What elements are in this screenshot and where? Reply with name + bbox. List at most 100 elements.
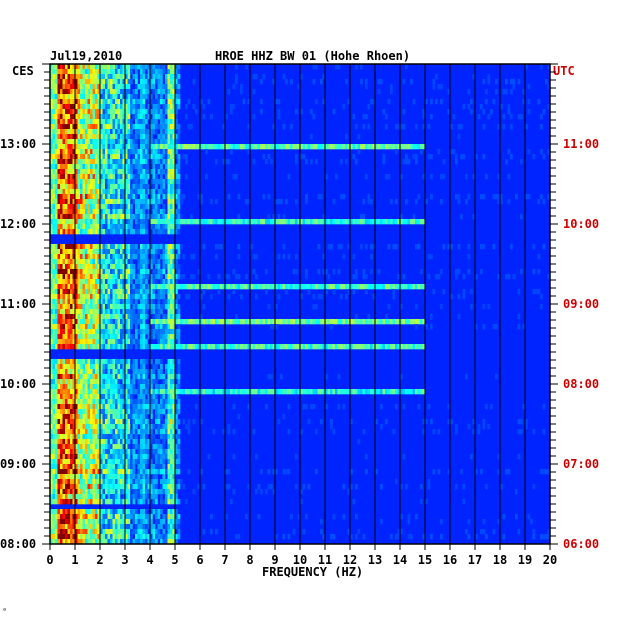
heatmap-cell <box>402 159 406 165</box>
heatmap-cell <box>130 259 133 265</box>
heatmap-cell <box>147 334 151 340</box>
heatmap-cell <box>142 79 146 85</box>
heatmap-cell <box>177 284 181 290</box>
heatmap-cell <box>125 189 128 195</box>
heatmap-cell <box>55 189 58 195</box>
heatmap-cell <box>167 69 171 75</box>
heatmap-cell <box>107 114 111 120</box>
heatmap-cell <box>115 179 118 185</box>
heatmap-cell <box>90 424 93 430</box>
heatmap-cell <box>305 159 308 165</box>
heatmap-cell <box>517 324 521 330</box>
heatmap-cell <box>70 109 73 115</box>
heatmap-cell <box>67 289 71 295</box>
heatmap-cell <box>127 264 131 270</box>
heatmap-cell <box>132 374 136 380</box>
heatmap-cell <box>315 219 318 225</box>
heatmap-cell <box>142 134 146 140</box>
heatmap-cell <box>290 144 293 150</box>
heatmap-cell <box>50 144 53 150</box>
heatmap-cell <box>127 79 131 85</box>
heatmap-cell <box>100 219 103 225</box>
heatmap-cell <box>367 344 371 350</box>
heatmap-cell <box>172 259 176 265</box>
heatmap-cell <box>117 204 121 210</box>
heatmap-cell <box>147 244 151 250</box>
heatmap-cell <box>140 439 143 445</box>
heatmap-cell <box>382 389 386 395</box>
heatmap-cell <box>177 384 181 390</box>
heatmap-cell <box>147 79 151 85</box>
heatmap-cell <box>320 294 323 300</box>
heatmap-cell <box>177 454 181 460</box>
heatmap-cell <box>52 399 56 405</box>
heatmap-cell <box>322 219 326 225</box>
heatmap-cell <box>127 174 131 180</box>
heatmap-cell <box>395 149 398 155</box>
heatmap-cell <box>52 109 56 115</box>
heatmap-cell <box>112 84 116 90</box>
heatmap-cell <box>412 319 416 325</box>
heatmap-cell <box>57 189 61 195</box>
heatmap-cell <box>135 439 138 445</box>
heatmap-cell <box>167 209 171 215</box>
heatmap-cell <box>130 434 133 440</box>
heatmap-cell <box>120 279 123 285</box>
heatmap-cell <box>67 369 71 375</box>
heatmap-cell <box>115 199 118 205</box>
heatmap-cell <box>135 414 138 420</box>
heatmap-cell <box>155 414 158 420</box>
heatmap-cell <box>147 409 151 415</box>
heatmap-cell <box>67 99 71 105</box>
heatmap-cell <box>125 124 128 130</box>
heatmap-cell <box>182 219 186 225</box>
heatmap-cell <box>150 199 153 205</box>
heatmap-cell <box>322 344 326 350</box>
heatmap-cell <box>507 149 511 155</box>
heatmap-cell <box>130 164 133 170</box>
heatmap-cell <box>295 219 298 225</box>
heatmap-cell <box>100 149 103 155</box>
heatmap-cell <box>57 209 61 215</box>
heatmap-cell <box>105 129 108 135</box>
heatmap-cell <box>135 284 138 290</box>
heatmap-cell <box>172 454 176 460</box>
heatmap-cell <box>100 139 103 145</box>
heatmap-cell <box>127 199 131 205</box>
heatmap-cell <box>115 389 118 395</box>
heatmap-cell <box>127 309 131 315</box>
heatmap-cell <box>112 124 116 130</box>
heatmap-cell <box>62 209 66 215</box>
heatmap-cell <box>90 144 93 150</box>
heatmap-cell <box>457 134 461 140</box>
heatmap-cell <box>420 284 423 290</box>
heatmap-cell <box>272 219 276 225</box>
heatmap-cell <box>410 219 413 225</box>
heatmap-cell <box>167 224 171 230</box>
heatmap-cell <box>160 344 163 350</box>
heatmap-cell <box>142 214 146 220</box>
heatmap-cell <box>65 109 68 115</box>
heatmap-cell <box>172 84 176 90</box>
heatmap-cell <box>225 319 228 325</box>
heatmap-cell <box>77 69 81 75</box>
heatmap-cell <box>252 254 256 260</box>
heatmap-cell <box>70 134 73 140</box>
heatmap-cell <box>80 69 83 75</box>
heatmap-cell <box>397 274 401 280</box>
heatmap-cell <box>72 404 76 410</box>
heatmap-cell <box>162 259 166 265</box>
heatmap-cell <box>60 254 63 260</box>
heatmap-cell <box>50 139 53 145</box>
heatmap-cell <box>60 164 63 170</box>
heatmap-cell <box>270 389 273 395</box>
heatmap-cell <box>130 229 133 235</box>
heatmap-cell <box>175 409 178 415</box>
heatmap-cell <box>92 189 96 195</box>
heatmap-cell <box>300 144 303 150</box>
heatmap-cell <box>127 194 131 200</box>
heatmap-cell <box>70 69 73 75</box>
heatmap-cell <box>340 244 343 250</box>
heatmap-cell <box>90 64 93 70</box>
heatmap-cell <box>457 269 461 275</box>
